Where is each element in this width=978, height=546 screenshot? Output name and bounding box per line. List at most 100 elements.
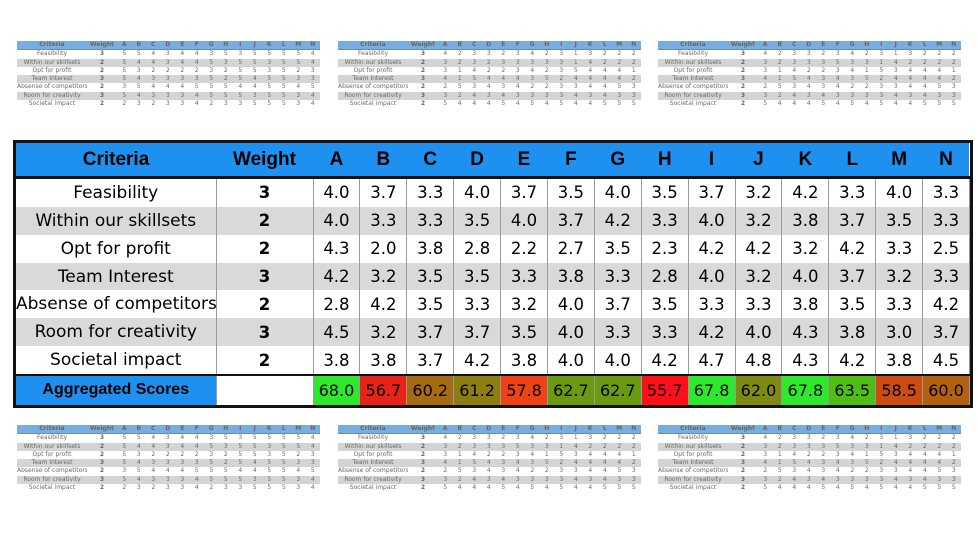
mini-score-cell: 3 [787, 83, 802, 92]
mini-score-cell: 3 [845, 475, 860, 485]
mini-score-cell: 3 [903, 433, 918, 443]
mini-header-option: F [830, 41, 845, 51]
score-cell: 3.7 [828, 262, 877, 291]
aggregated-score-cell: 62.7 [547, 373, 595, 405]
aggregated-score-cell: 55.7 [641, 373, 689, 405]
mini-score-cell: 4 [467, 100, 482, 109]
mini-header-option: N [946, 425, 961, 435]
mini-score-cell: 5 [131, 433, 146, 443]
mini-score-cell: 5 [131, 83, 146, 92]
score-cell: 3.0 [875, 318, 924, 347]
mini-score-cell: 2 [117, 100, 132, 109]
mini-score-cell: 4 [597, 475, 612, 485]
mini-score-cell: 5 [276, 459, 291, 468]
mini-score-cell: 5 [932, 467, 947, 476]
score-cell: 4.2 [828, 234, 877, 263]
mini-score-cell: 1 [946, 450, 961, 460]
score-cell: 3.7 [359, 177, 408, 207]
column-header-option: B [359, 143, 407, 179]
mini-score-cell: 2 [597, 49, 612, 59]
mini-score-cell: 5 [932, 100, 947, 109]
column-header-option: I [688, 143, 736, 179]
mini-score-cell: 4 [481, 75, 496, 84]
mini-score-cell: 4 [903, 100, 918, 109]
mini-score-cell: 3 [305, 450, 320, 460]
mini-score-cell: 4 [903, 450, 918, 460]
mini-score-cell: 4 [568, 442, 583, 451]
mini-score-cell: 2 [496, 433, 511, 443]
mini-criteria-row: Team Interest 3 4 1 5 4 3 4 3 5 2 4 4 4 4 2 [338, 459, 641, 468]
mini-score-cell: 2 [772, 91, 787, 101]
mini-header-option: J [888, 425, 903, 435]
mini-score-cell: 2 [452, 442, 467, 451]
mini-score-cell: 4 [583, 66, 598, 76]
score-cell: 3.7 [688, 177, 736, 207]
mini-score-cell: 4 [175, 442, 190, 451]
mini-score-cell: 4 [597, 75, 612, 84]
mini-criterion-weight: 3 [87, 459, 117, 468]
mini-score-cell: 4 [612, 450, 627, 460]
mini-score-cell: 5 [758, 484, 773, 493]
mini-score-cell: 2 [452, 49, 467, 59]
mini-score-cell: 5 [204, 459, 219, 468]
mini-criterion-name: Societal impact [658, 484, 728, 493]
mini-score-cell: 5 [932, 83, 947, 92]
mini-criterion-name: Absense of competitors [658, 467, 728, 476]
mini-score-cell: 5 [787, 459, 802, 468]
mini-criterion-weight: 3 [728, 91, 758, 101]
mini-score-cell: 2 [612, 433, 627, 443]
score-cell: 4.0 [688, 262, 736, 291]
mini-score-cell: 4 [568, 459, 583, 468]
mini-criterion-weight: 2 [408, 450, 438, 460]
mini-score-cell: 3 [291, 484, 306, 493]
mini-score-cell: 3 [626, 475, 641, 485]
mini-score-cell: 3 [233, 484, 248, 493]
mini-criteria-row: Absense of competitors 2 2 5 3 4 3 4 2 2 3 3 4 4 5 3 [658, 83, 961, 92]
mini-score-cell: 4 [568, 75, 583, 84]
mini-score-cell: 3 [525, 91, 540, 101]
mini-score-cell: 1 [626, 450, 641, 460]
score-cell: 4.0 [594, 177, 642, 207]
mini-score-cell: 5 [117, 433, 132, 443]
score-cell: 2.2 [500, 234, 548, 263]
mini-score-cell: 3 [160, 58, 175, 67]
score-cell: 4.0 [547, 346, 595, 375]
mini-score-cell: 5 [218, 83, 233, 92]
mini-score-cell: 2 [218, 450, 233, 460]
mini-score-cell: 4 [305, 58, 320, 67]
mini-score-cell: 2 [946, 459, 961, 468]
mini-header-option: C [146, 425, 161, 435]
mini-score-cell: 2 [816, 433, 831, 443]
mini-score-cell: 2 [539, 49, 554, 59]
mini-score-cell: 3 [510, 58, 525, 67]
mini-score-cell: 3 [554, 58, 569, 67]
mini-score-cell: 5 [218, 49, 233, 59]
mini-score-cell: 4 [305, 475, 320, 485]
main-table-header-row: Criteria Weight A B C D E F G H I J K L … [16, 143, 970, 179]
mini-score-cell: 4 [583, 484, 598, 493]
criteria-row: Societal impact 2 3.8 3.8 3.7 4.2 3.8 4.0 4.0 4.2… [16, 346, 970, 375]
aggregated-score-cell: 58.5 [875, 373, 924, 405]
mini-score-cell: 4 [452, 484, 467, 493]
mini-score-cell: 4 [888, 100, 903, 109]
mini-score-cell: 2 [481, 66, 496, 76]
mini-score-cell: 4 [888, 75, 903, 84]
mini-score-cell: 2 [946, 442, 961, 451]
mini-score-cell: 5 [276, 49, 291, 59]
mini-score-cell: 3 [612, 475, 627, 485]
mini-score-cell: 3 [758, 91, 773, 101]
mini-score-cell: 3 [481, 49, 496, 59]
mini-score-cell: 4 [189, 442, 204, 451]
mini-criterion-name: Feasibility [658, 49, 728, 59]
mini-score-cell: 4 [247, 75, 262, 84]
score-cell: 3.8 [828, 318, 877, 347]
mini-score-cell: 3 [204, 450, 219, 460]
mini-score-cell: 3 [787, 442, 802, 451]
mini-score-cell: 4 [772, 100, 787, 109]
aggregated-score-cell: 57.8 [500, 373, 548, 405]
mini-criterion-name: Room for creativity [658, 91, 728, 101]
mini-score-cell: 2 [218, 66, 233, 76]
mini-score-cell: 3 [131, 450, 146, 460]
mini-table-header-row: Criteria Weight A B C D E F G H I J K L M N [658, 41, 961, 51]
mini-score-cell: 1 [859, 450, 874, 460]
